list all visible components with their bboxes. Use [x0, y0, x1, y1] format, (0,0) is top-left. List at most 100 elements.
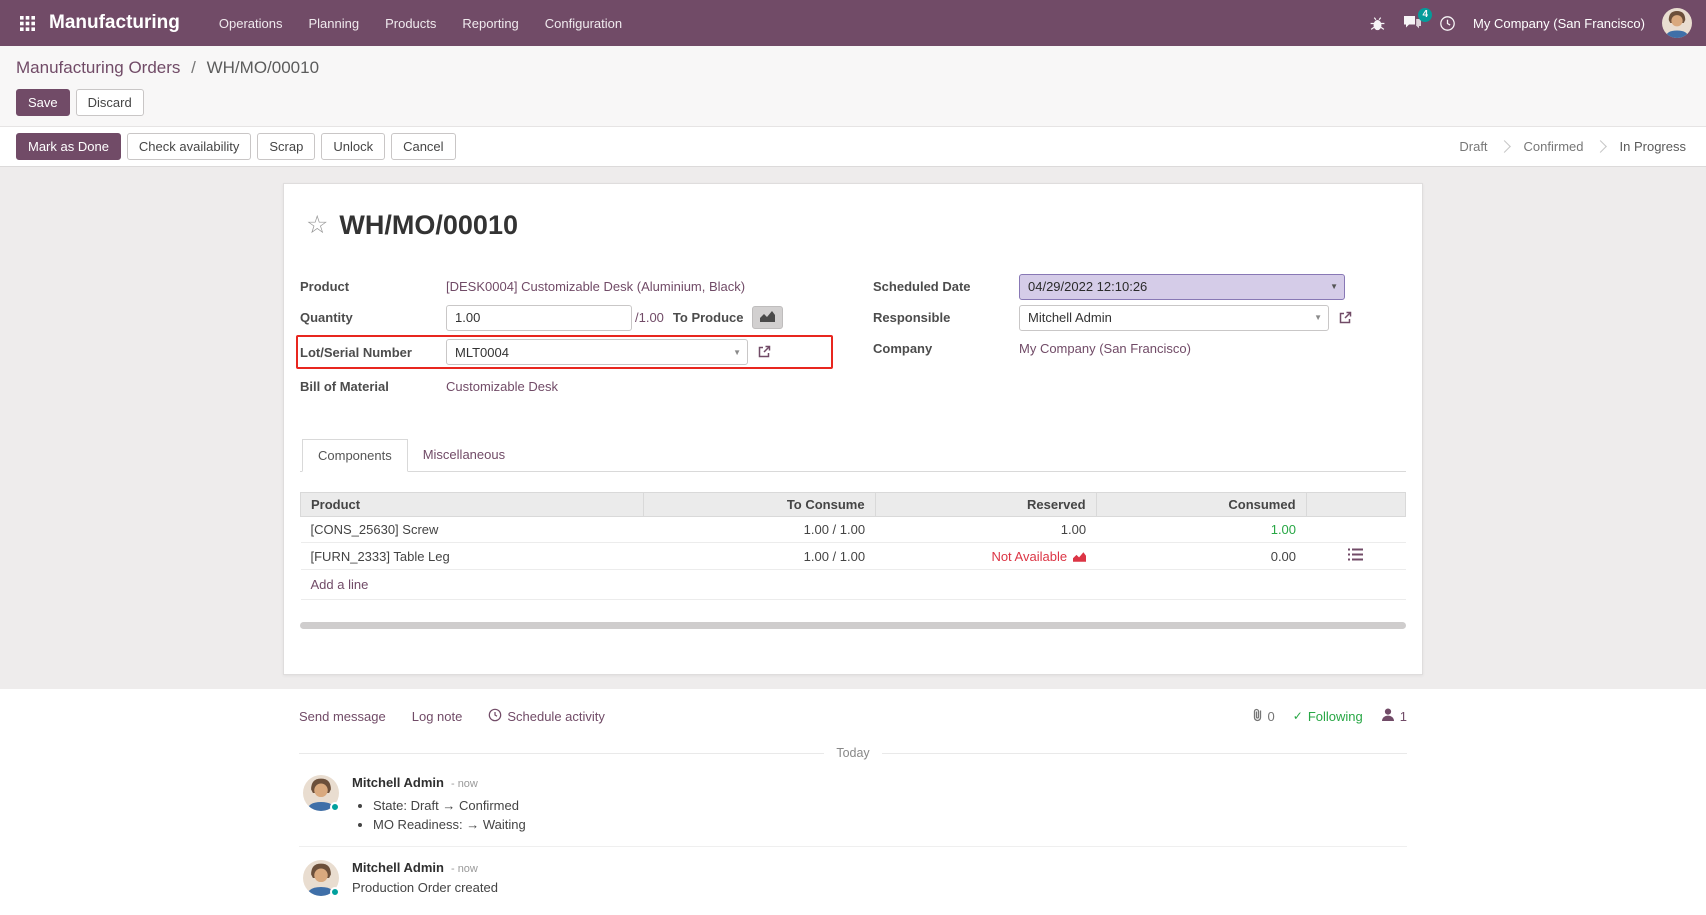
table-row-table-leg[interactable]: [FURN_2333] Table Leg 1.00 / 1.00 Not Av… — [300, 542, 1406, 570]
attachments-button[interactable]: 0 — [1251, 707, 1275, 725]
tracking-change-readiness: MO Readiness: → Waiting — [373, 816, 526, 835]
chatter-message: Mitchell Admin - now State: Draft → Conf… — [299, 762, 1407, 846]
chatter-tools: 0 ✓ Following 1 — [1251, 707, 1407, 725]
company-switcher[interactable]: My Company (San Francisco) — [1473, 15, 1645, 31]
tab-components[interactable]: Components — [302, 439, 408, 472]
responsible-input[interactable] — [1019, 304, 1329, 331]
message-time: - now — [450, 862, 478, 875]
following-button[interactable]: ✓ Following — [1293, 709, 1363, 724]
col-header-product[interactable]: Product — [300, 492, 644, 517]
state-confirmed[interactable]: Confirmed — [1523, 139, 1584, 154]
cell-reserved[interactable]: 1.00 — [875, 516, 1097, 543]
online-status-dot — [330, 886, 340, 897]
state-in-progress[interactable]: In Progress — [1619, 139, 1686, 154]
table-row-screw[interactable]: [CONS_25630] Screw 1.00 / 1.00 1.00 1.00 — [300, 516, 1406, 543]
lot-external-link-icon[interactable] — [757, 345, 771, 359]
company-link[interactable]: My Company (San Francisco) — [1019, 341, 1191, 356]
activities-clock-icon[interactable] — [1439, 15, 1456, 32]
menu-planning[interactable]: Planning — [308, 15, 360, 31]
apps-grid-icon[interactable] — [14, 10, 41, 37]
mark-as-done-button[interactable]: Mark as Done — [16, 133, 121, 160]
table-header-row: Product To Consume Reserved Consumed — [300, 492, 1407, 517]
field-grid: Product [DESK0004] Customizable Desk (Al… — [296, 271, 1406, 402]
cell-product[interactable]: [CONS_25630] Screw — [300, 516, 644, 543]
scrap-button[interactable]: Scrap — [257, 133, 316, 160]
online-status-dot — [330, 802, 340, 812]
send-message-button[interactable]: Send message — [299, 708, 386, 724]
cell-reserved[interactable]: Not Available — [875, 542, 1097, 570]
lot-serial-input[interactable] — [446, 339, 748, 365]
check-availability-button[interactable]: Check availability — [126, 133, 252, 160]
record-title: WH/MO/00010 — [339, 210, 518, 240]
bom-link[interactable]: Customizable Desk — [446, 379, 558, 394]
message-avatar[interactable] — [303, 859, 340, 897]
cell-consumed[interactable]: 0.00 — [1096, 542, 1307, 570]
menu-reporting[interactable]: Reporting — [462, 15, 519, 31]
date-divider: Today — [299, 746, 1407, 760]
company-label: Company — [873, 341, 933, 356]
scheduled-date-field-row: Scheduled Date ▼ — [873, 271, 1406, 302]
move-details-list-icon[interactable] — [1348, 548, 1364, 564]
followers-button[interactable]: 1 — [1381, 708, 1407, 724]
col-header-actions — [1305, 492, 1407, 517]
save-button[interactable]: Save — [16, 89, 70, 116]
app-name[interactable]: Manufacturing — [49, 12, 180, 33]
quantity-input[interactable] — [446, 304, 632, 331]
unlock-button[interactable]: Unlock — [321, 133, 386, 160]
col-header-consumed[interactable]: Consumed — [1095, 492, 1307, 517]
followers-count: 1 — [1399, 708, 1407, 724]
product-label: Product — [300, 279, 350, 294]
forecast-report-button[interactable] — [752, 306, 784, 329]
chatter-topbar: Send message Log note Schedule activity … — [299, 707, 1407, 725]
log-note-button[interactable]: Log note — [411, 708, 463, 724]
product-link[interactable]: [DESK0004] Customizable Desk (Aluminium,… — [446, 279, 746, 294]
responsible-label: Responsible — [873, 310, 951, 325]
message-body: Production Order created — [352, 879, 498, 895]
systray: 4 My Company (San Francisco) — [1369, 7, 1692, 38]
form-sheet: ☆ WH/MO/00010 Product [DESK0004] Customi… — [283, 183, 1423, 675]
bug-icon[interactable] — [1369, 15, 1386, 32]
clock-icon — [488, 708, 502, 725]
messages-badge: 4 — [1418, 7, 1433, 22]
main-menu: Operations Planning Products Reporting C… — [206, 10, 635, 37]
message-author[interactable]: Mitchell Admin — [352, 859, 444, 875]
menu-products[interactable]: Products — [385, 15, 437, 31]
components-table: Product To Consume Reserved Consumed [CO… — [300, 492, 1407, 600]
menu-configuration[interactable]: Configuration — [544, 15, 623, 31]
message-author[interactable]: Mitchell Admin — [352, 775, 444, 790]
col-header-reserved[interactable]: Reserved — [874, 492, 1097, 517]
notebook-tabs: Components Miscellaneous — [300, 438, 1406, 472]
edit-actions: Save Discard — [16, 89, 1690, 116]
breadcrumb-parent-link[interactable]: Manufacturing Orders — [16, 58, 181, 77]
cell-product[interactable]: [FURN_2333] Table Leg — [300, 542, 644, 570]
tab-miscellaneous[interactable]: Miscellaneous — [422, 447, 506, 462]
add-a-line-link[interactable]: Add a line — [310, 577, 369, 592]
cell-to-consume[interactable]: 1.00 / 1.00 — [643, 542, 876, 570]
favorite-star-icon[interactable]: ☆ — [306, 211, 329, 239]
col-header-to-consume[interactable]: To Consume — [642, 492, 876, 517]
menu-operations[interactable]: Operations — [218, 15, 283, 31]
form-view: ☆ WH/MO/00010 Product [DESK0004] Customi… — [0, 167, 1706, 915]
cell-consumed[interactable]: 1.00 — [1096, 516, 1307, 543]
bom-label: Bill of Material — [300, 379, 389, 394]
cell-to-consume[interactable]: 1.00 / 1.00 — [643, 516, 876, 543]
cell-actions — [1306, 516, 1406, 543]
tracking-change-state: State: Draft → Confirmed — [373, 797, 526, 816]
messages-icon[interactable]: 4 — [1403, 7, 1433, 32]
discard-button[interactable]: Discard — [75, 89, 144, 116]
schedule-activity-button[interactable]: Schedule activity — [488, 708, 605, 725]
message-avatar[interactable] — [303, 775, 340, 812]
forecast-chart-icon[interactable] — [1073, 551, 1087, 562]
scheduled-date-input[interactable] — [1019, 273, 1345, 300]
cell-actions — [1306, 542, 1406, 570]
responsible-external-link-icon[interactable] — [1338, 311, 1352, 325]
horizontal-scrollbar[interactable] — [300, 622, 1406, 629]
title-row: ☆ WH/MO/00010 — [306, 210, 1406, 241]
breadcrumb-current: WH/MO/00010 — [206, 58, 320, 77]
user-avatar[interactable] — [1662, 8, 1692, 38]
state-draft[interactable]: Draft — [1459, 139, 1488, 154]
following-label: Following — [1307, 708, 1363, 724]
quantity-label: Quantity — [300, 310, 353, 325]
cancel-button[interactable]: Cancel — [391, 133, 456, 160]
status-pipeline: Draft Confirmed In Progress — [1459, 139, 1690, 154]
